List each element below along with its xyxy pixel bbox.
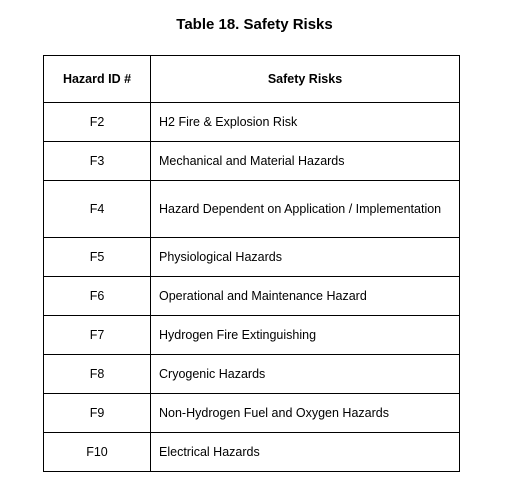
safety-risk-cell: H2 Fire & Explosion Risk — [150, 102, 460, 142]
safety-risk-cell: Mechanical and Material Hazards — [150, 141, 460, 181]
hazard-id-cell: F2 — [43, 102, 151, 142]
table-row: F4 Hazard Dependent on Application / Imp… — [43, 180, 460, 238]
safety-risk-cell: Cryogenic Hazards — [150, 354, 460, 394]
table-row: F3 Mechanical and Material Hazards — [43, 141, 460, 181]
safety-risk-cell: Hazard Dependent on Application / Implem… — [150, 180, 460, 238]
safety-risk-cell: Physiological Hazards — [150, 237, 460, 277]
hazard-id-cell: F4 — [43, 180, 151, 238]
hazard-id-cell: F8 — [43, 354, 151, 394]
header-hazard-id: Hazard ID # — [43, 55, 151, 103]
table-row: F10 Electrical Hazards — [43, 432, 460, 472]
hazard-id-cell: F10 — [43, 432, 151, 472]
hazard-id-cell: F3 — [43, 141, 151, 181]
hazard-id-cell: F6 — [43, 276, 151, 316]
table-row: F8 Cryogenic Hazards — [43, 354, 460, 394]
safety-risk-cell: Electrical Hazards — [150, 432, 460, 472]
safety-risk-cell: Non-Hydrogen Fuel and Oxygen Hazards — [150, 393, 460, 433]
hazard-id-cell: F7 — [43, 315, 151, 355]
safety-risk-cell: Hydrogen Fire Extinguishing — [150, 315, 460, 355]
safety-risk-cell: Operational and Maintenance Hazard — [150, 276, 460, 316]
table-title: Table 18. Safety Risks — [176, 16, 333, 33]
hazard-id-cell: F5 — [43, 237, 151, 277]
table-row: F2 H2 Fire & Explosion Risk — [43, 102, 460, 142]
safety-risks-table: Hazard ID # Safety Risks F2 H2 Fire & Ex… — [43, 55, 460, 472]
table-row: F9 Non-Hydrogen Fuel and Oxygen Hazards — [43, 393, 460, 433]
table-row: F6 Operational and Maintenance Hazard — [43, 276, 460, 316]
table-row: F5 Physiological Hazards — [43, 237, 460, 277]
hazard-id-cell: F9 — [43, 393, 151, 433]
header-safety-risks: Safety Risks — [150, 55, 460, 103]
table-row: F7 Hydrogen Fire Extinguishing — [43, 315, 460, 355]
table-header-row: Hazard ID # Safety Risks — [43, 55, 460, 103]
